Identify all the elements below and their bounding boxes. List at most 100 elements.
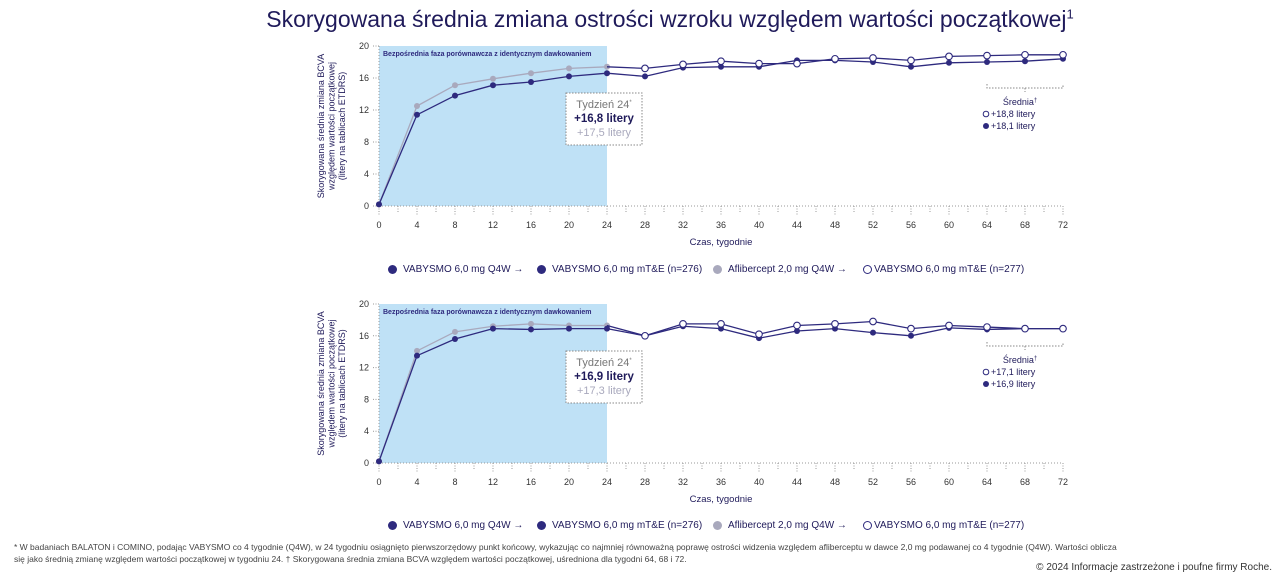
data-point-dark-filled [984, 326, 990, 333]
x-tick-label: 24 [602, 477, 612, 487]
y-tick-label: 16 [359, 73, 369, 83]
shaded-region [379, 304, 607, 463]
open-dot-icon [863, 264, 872, 274]
data-point-dark-filled [604, 325, 610, 332]
data-point-dark-filled [832, 57, 838, 64]
x-tick-label: 20 [564, 477, 574, 487]
data-point-gray-filled [376, 458, 382, 465]
legend-item: VABYSMO 6,0 mg Q4W → [388, 264, 523, 275]
shaded-region-label: Bezpośrednia faza porównawcza z identycz… [383, 309, 592, 316]
legend-label: VABYSMO 6,0 mg mT&E (n=277) [874, 263, 1025, 275]
data-point-open [793, 321, 801, 330]
legend-label: VABYSMO 6,0 mg mT&E (n=276) [552, 519, 703, 531]
week24-vabysmo-value: +16,8 litery [574, 113, 634, 125]
mean-filled-value: +16,9 litery [991, 379, 1036, 389]
y-tick-label: 0 [364, 458, 369, 468]
data-point-open [907, 324, 915, 333]
x-tick-label: 4 [414, 477, 419, 487]
data-point-gray-filled [604, 322, 610, 329]
data-point-dark-filled [452, 92, 458, 99]
data-point-dark-filled [718, 325, 724, 332]
footnote-marker: * [629, 100, 632, 106]
data-point-open [755, 330, 763, 339]
x-tick-label: 68 [1020, 477, 1030, 487]
x-tick-label: 24 [602, 220, 612, 230]
legend-item: Aflibercept 2,0 mg Q4W → [713, 520, 847, 531]
data-point-gray-filled [566, 65, 572, 72]
x-tick-label: 68 [1020, 220, 1030, 230]
open-dot-icon [982, 368, 990, 376]
study-banner-balaton: BALATON (BRVO) [35, 90, 288, 124]
x-tick-label: 0 [376, 477, 381, 487]
x-tick-label: 44 [792, 477, 802, 487]
study-label: COMINO (CRVO/HRVO) [78, 370, 245, 388]
mean-bracket [986, 342, 1064, 350]
data-point-dark-filled [718, 63, 724, 70]
x-tick-label: 36 [716, 220, 726, 230]
data-point-dark-filled [642, 332, 648, 339]
data-point-open [755, 59, 763, 68]
data-point-dark-filled [1060, 55, 1066, 62]
data-point-dark-filled [528, 79, 534, 85]
legend-label: VABYSMO 6,0 mg mT&E (n=276) [552, 263, 703, 275]
data-point-open [945, 321, 953, 330]
footnote-2: się jako średnią zmianę względem wartośc… [14, 554, 687, 564]
open-dot-icon [982, 110, 990, 118]
data-point-dark-filled [832, 325, 838, 332]
legend-item: VABYSMO 6,0 mg mT&E (n=277) [863, 520, 1024, 531]
filled-dot-icon [388, 520, 397, 530]
legend-item: VABYSMO 6,0 mg Q4W → [388, 520, 523, 531]
data-point-open [717, 57, 725, 66]
data-point-open [641, 64, 649, 73]
data-point-dark-filled [414, 352, 420, 359]
data-point-gray-filled [528, 70, 534, 77]
title-superscript: 1 [1066, 6, 1074, 22]
week24-title: Tydzień 24* [576, 357, 632, 369]
legend-item: VABYSMO 6,0 mg mT&E (n=277) [863, 264, 1024, 275]
y-tick-label: 12 [359, 363, 369, 373]
data-point-dark-filled [604, 70, 610, 77]
y-tick-label: 4 [364, 426, 369, 436]
mean-open-value: +17,1 litery [991, 367, 1036, 377]
x-tick-label: 56 [906, 477, 916, 487]
y-tick-label: 0 [364, 201, 369, 211]
data-point-dark-filled [984, 59, 990, 65]
data-point-dark-filled [566, 73, 572, 80]
x-tick-label: 72 [1058, 220, 1068, 230]
footnote-1: * W badaniach BALATON i COMINO, podając … [14, 542, 1117, 552]
legend-label: Aflibercept 2,0 mg Q4W → [728, 263, 847, 275]
y-tick-label: 8 [364, 137, 369, 147]
x-axis-title: Czas, tygodnie [690, 237, 753, 248]
data-point-open [869, 54, 877, 62]
data-point-open [831, 320, 839, 328]
legend-label: VABYSMO 6,0 mg mT&E (n=277) [874, 519, 1025, 531]
copyright: © 2024 Informacje zastrzeżone i poufne f… [1036, 562, 1272, 573]
week24-title: Tydzień 24* [576, 99, 632, 111]
y-tick-label: 8 [364, 394, 369, 404]
legend-item: Aflibercept 2,0 mg Q4W → [713, 264, 847, 275]
mean-bracket [986, 84, 1064, 92]
data-point-dark-filled [414, 111, 420, 118]
data-point-dark-filled [642, 73, 648, 80]
data-point-gray-filled [566, 322, 572, 329]
y-tick-label: 16 [359, 331, 369, 341]
data-point-open [1021, 324, 1029, 333]
data-point-open [983, 51, 991, 60]
data-point-dark-filled [680, 64, 686, 71]
x-tick-label: 4 [414, 220, 419, 230]
footnote-marker: † [1034, 98, 1037, 104]
y-axis-title-line: Skorygowana średnia zmiana BCVA [316, 54, 326, 198]
data-point-gray-filled [414, 103, 420, 109]
data-point-dark-filled [1022, 325, 1028, 332]
x-tick-label: 8 [452, 477, 457, 487]
legend-item: VABYSMO 6,0 mg mT&E (n=276) [537, 264, 702, 275]
y-axis-title-line: względem wartości początkowej [327, 319, 337, 448]
x-tick-label: 28 [640, 220, 650, 230]
x-tick-label: 8 [452, 220, 457, 230]
study-banner-comino: COMINO (CRVO/HRVO) [35, 362, 288, 396]
y-axis-title-line: względem wartości początkowej [327, 62, 337, 191]
data-point-gray-filled [604, 63, 610, 70]
x-tick-label: 56 [906, 220, 916, 230]
gray-dot-icon [713, 520, 722, 530]
